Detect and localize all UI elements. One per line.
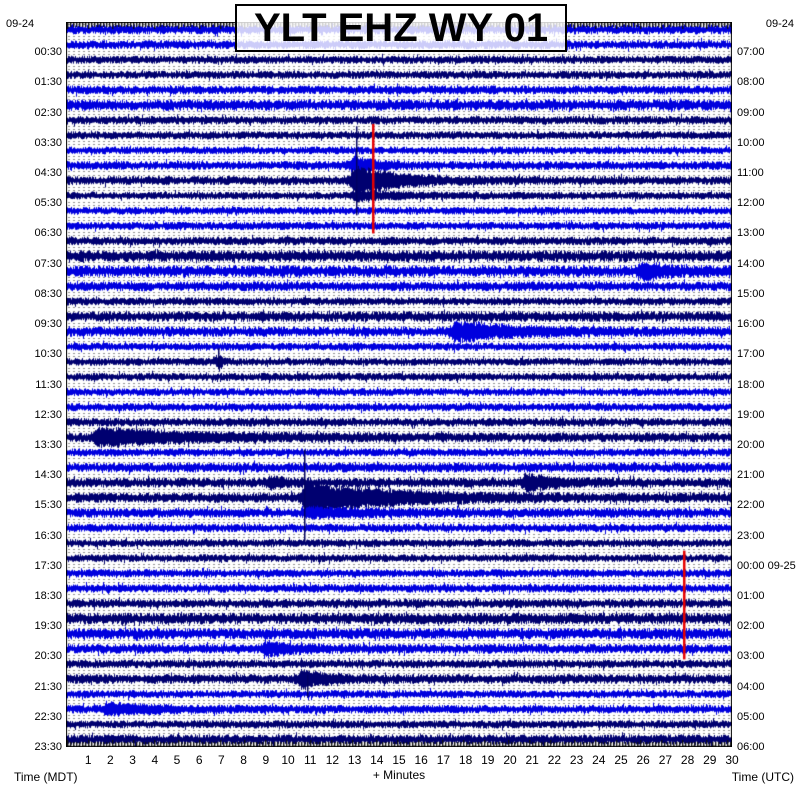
minute-tick-label: 6 — [195, 753, 203, 767]
minute-tick-label: 22 — [547, 753, 562, 767]
right-time-label: 14:00 — [737, 257, 765, 270]
minute-tick-label: 2 — [107, 753, 114, 767]
minute-tick-label: 5 — [173, 753, 181, 767]
right-time-label: 15:00 — [737, 287, 765, 300]
right-time-label: 10:00 — [737, 136, 765, 149]
minute-tick-label: 29 — [703, 753, 717, 767]
title-box: YLT EHZ WY 01 — [235, 4, 567, 52]
helicorder-plot-canvas — [66, 22, 732, 747]
top-left-date: 09-24 — [6, 18, 35, 30]
minute-tick-label: 7 — [218, 753, 225, 767]
right-time-label: 04:00 — [737, 680, 765, 693]
left-time-label: 02:30 — [34, 106, 62, 119]
left-time-label: 00:30 — [34, 46, 62, 59]
minute-tick-label: 28 — [680, 753, 695, 767]
minute-tick-label: 20 — [503, 753, 517, 767]
minute-tick-label: 27 — [658, 753, 673, 767]
right-time-label: 07:00 — [737, 46, 765, 59]
minute-tick-label: 24 — [592, 753, 606, 767]
left-time-label: 07:30 — [34, 257, 62, 270]
minute-tick-label: 11 — [303, 753, 317, 767]
right-time-label: 16:00 — [737, 318, 765, 331]
right-time-label: 13:00 — [737, 227, 765, 240]
minute-tick-label: 17 — [436, 753, 451, 767]
right-time-label: 01:00 — [737, 589, 765, 602]
left-time-label: 03:30 — [34, 136, 62, 149]
right-time-label: 08:00 — [737, 76, 765, 89]
minute-tick-label: 9 — [262, 753, 270, 767]
right-time-label: 00:00 09-25 — [737, 559, 796, 572]
right-axis-title: Time (UTC) — [731, 770, 794, 784]
minute-tick-label: 23 — [569, 753, 584, 767]
left-time-label: 21:30 — [34, 680, 62, 693]
left-time-label: 18:30 — [34, 589, 62, 602]
right-time-label: 22:00 — [737, 499, 765, 512]
left-time-label: 14:30 — [34, 469, 62, 482]
left-axis-title: Time (MDT) — [14, 770, 78, 784]
right-time-label: 02:00 — [737, 620, 765, 633]
right-time-label: 17:00 — [737, 348, 765, 361]
left-time-label: 20:30 — [34, 650, 62, 663]
minute-tick-label: 8 — [240, 753, 247, 767]
minute-tick-label: 30 — [725, 753, 739, 767]
left-time-label: 23:30 — [34, 741, 62, 753]
right-time-label: 05:00 — [737, 710, 765, 723]
right-time-label: 23:00 — [737, 529, 765, 542]
minute-tick-label: 25 — [614, 753, 628, 767]
right-time-label: 12:00 — [737, 197, 765, 210]
minute-tick-label: 18 — [458, 753, 473, 767]
minute-tick-label: 13 — [347, 753, 362, 767]
station-title: YLT EHZ WY 01 — [253, 5, 549, 50]
right-time-label: 21:00 — [737, 469, 765, 482]
minute-tick-label: 21 — [525, 753, 539, 767]
top-right-date: 09-24 — [765, 18, 794, 30]
left-time-label: 11:30 — [35, 378, 62, 391]
right-time-label: 18:00 — [737, 378, 765, 391]
right-time-label: 11:00 — [737, 167, 764, 180]
left-time-label: 09:30 — [34, 318, 62, 331]
minute-tick-label: 19 — [481, 753, 495, 767]
left-time-label: 13:30 — [34, 438, 62, 451]
minute-tick-label: 3 — [129, 753, 136, 767]
right-time-label: 09:00 — [737, 106, 765, 119]
right-time-label: 06:00 — [737, 741, 765, 753]
left-time-label: 15:30 — [34, 499, 62, 512]
minute-tick-label: 14 — [370, 753, 384, 767]
right-time-label: 19:00 — [737, 408, 765, 421]
minute-tick-label: 16 — [414, 753, 428, 767]
right-time-label: 03:00 — [737, 650, 765, 663]
minute-tick-label: 10 — [281, 753, 295, 767]
minute-tick-label: 1 — [84, 753, 92, 767]
left-time-label: 19:30 — [34, 620, 62, 633]
right-time-label: 20:00 — [737, 438, 765, 451]
minute-tick-label: 12 — [325, 753, 340, 767]
minute-tick-label: 26 — [636, 753, 650, 767]
left-time-label: 08:30 — [34, 287, 62, 300]
minute-tick-label: 4 — [151, 753, 159, 767]
left-time-label: 12:30 — [34, 408, 62, 421]
left-time-label: 17:30 — [34, 559, 62, 572]
minute-tick-label: 15 — [392, 753, 406, 767]
left-time-label: 05:30 — [34, 197, 62, 210]
bottom-axis-title: + Minutes — [372, 768, 426, 782]
left-time-label: 16:30 — [34, 529, 62, 542]
left-time-label: 10:30 — [34, 348, 62, 361]
left-time-label: 22:30 — [34, 710, 62, 723]
left-time-label: 06:30 — [34, 227, 62, 240]
left-time-label: 04:30 — [34, 167, 62, 180]
left-time-label: 01:30 — [34, 76, 62, 89]
